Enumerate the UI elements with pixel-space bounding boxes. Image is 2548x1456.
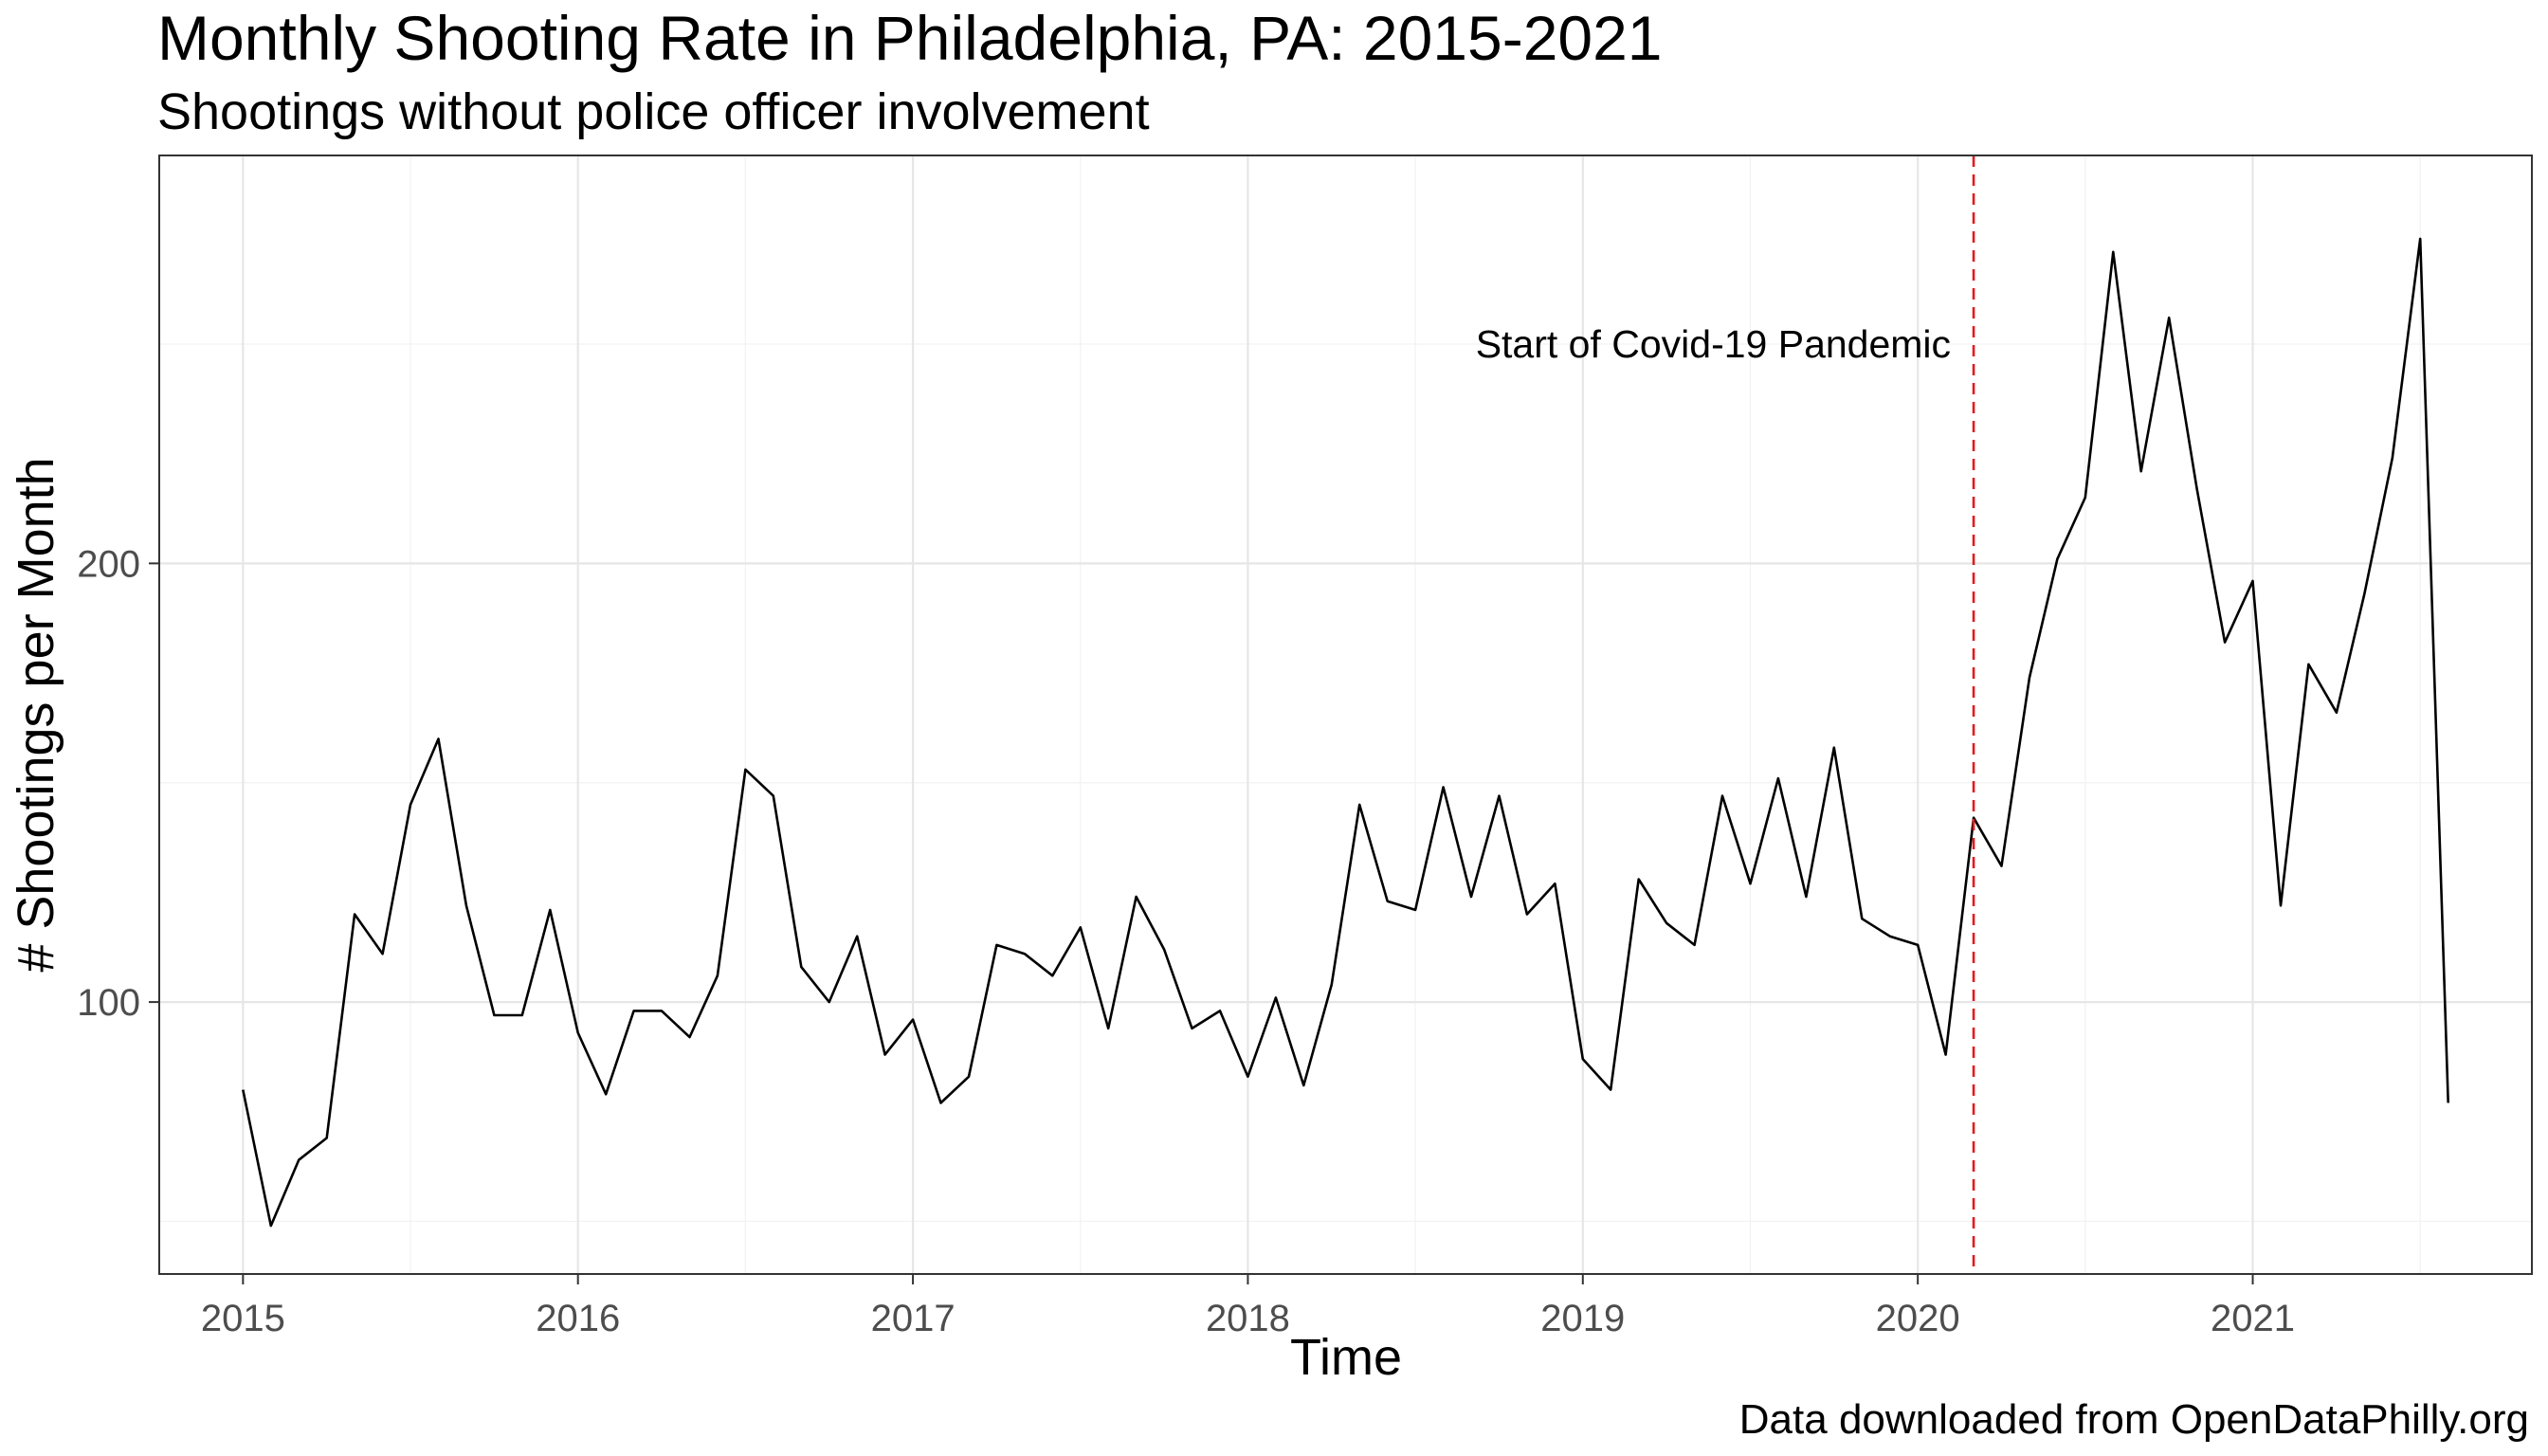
y-axis: 100 200 <box>77 543 159 1024</box>
annotation-group: Start of Covid-19 Pandemic <box>1476 155 1975 1274</box>
series-group <box>242 237 2449 1228</box>
chart-title: Monthly Shooting Rate in Philadelphia, P… <box>157 3 1663 73</box>
x-tick-label: 2018 <box>1206 1298 1290 1339</box>
covid-annotation-label: Start of Covid-19 Pandemic <box>1476 322 1951 366</box>
y-tick-label: 200 <box>77 543 140 585</box>
x-tick-label: 2017 <box>871 1298 956 1339</box>
x-tick-label: 2015 <box>201 1298 285 1339</box>
x-axis: 2015 2016 2017 2018 2019 2020 2021 <box>201 1274 2295 1339</box>
grid-major <box>159 155 2532 1274</box>
plot-background <box>159 155 2532 1274</box>
series-line <box>242 237 2449 1228</box>
y-tick-label: 100 <box>77 982 140 1024</box>
x-tick-label: 2016 <box>536 1298 620 1339</box>
grid-minor <box>159 155 2532 1274</box>
x-tick-label: 2021 <box>2211 1298 2295 1339</box>
x-axis-title: Time <box>1290 1329 1402 1386</box>
chart-caption: Data downloaded from OpenDataPhilly.org <box>1739 1396 2529 1443</box>
plot-border <box>158 155 2533 1275</box>
x-tick-label: 2019 <box>1540 1298 1625 1339</box>
x-tick-label: 2020 <box>1876 1298 1960 1339</box>
y-axis-title: # Shootings per Month <box>8 457 64 972</box>
chart-subtitle: Shootings without police officer involve… <box>157 83 1150 140</box>
